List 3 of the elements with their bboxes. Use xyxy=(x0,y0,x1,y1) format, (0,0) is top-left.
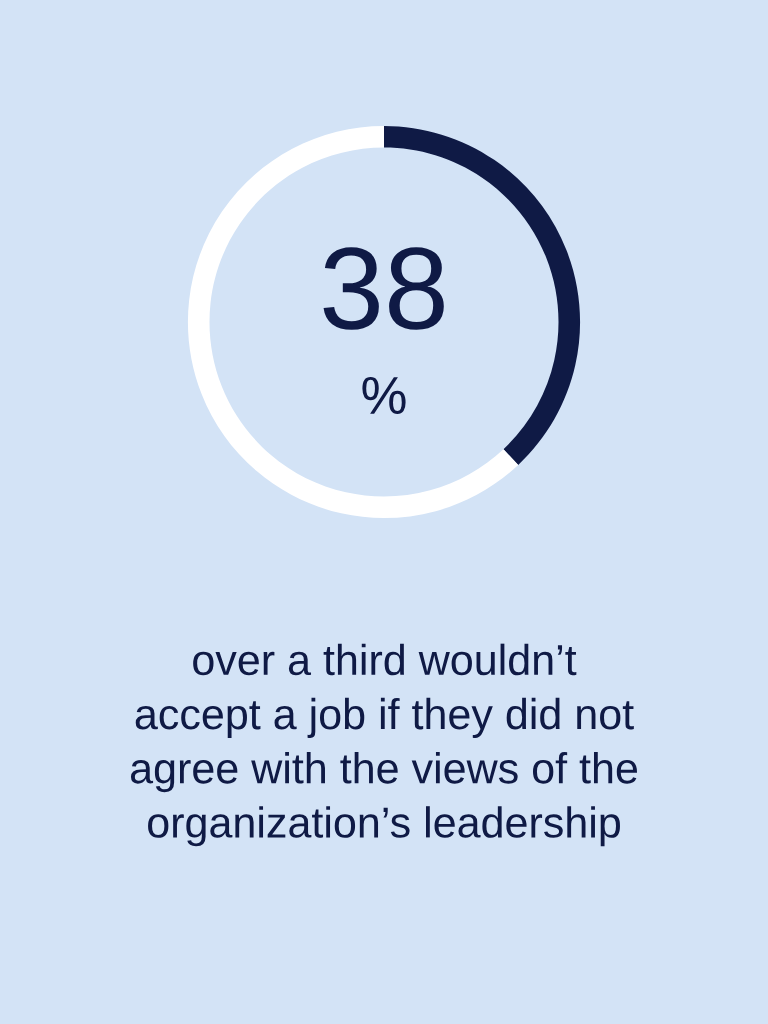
text: % xyxy=(362,377,406,414)
text: over a third wouldn’t accept a job if they did not agree with the views of the organization’s leadership xyxy=(130,643,637,847)
data-label: 38 xyxy=(323,247,444,330)
